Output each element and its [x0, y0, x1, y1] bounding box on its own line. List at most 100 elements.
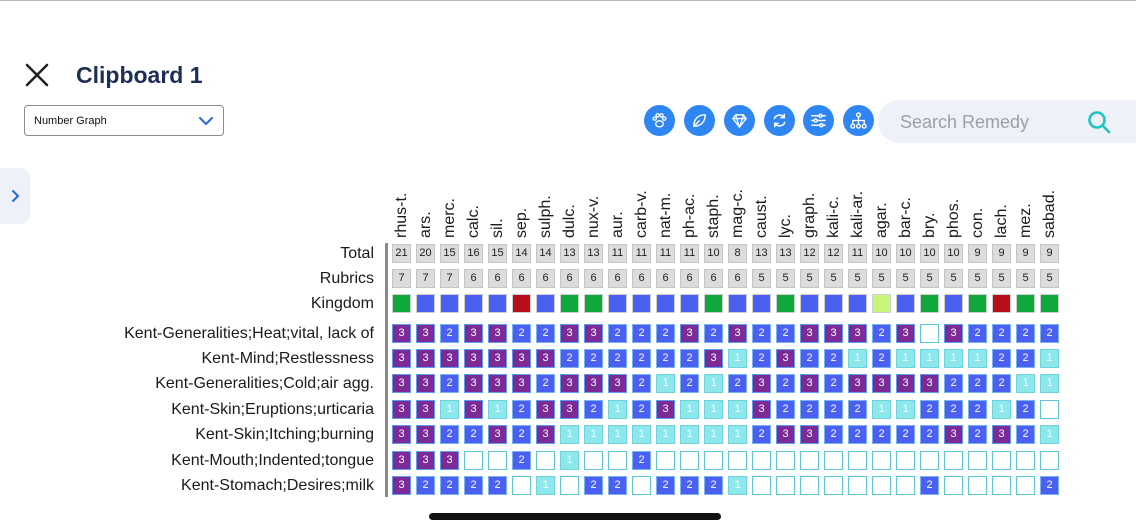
grade-cell[interactable]: 2 — [440, 425, 459, 444]
remedy-column-header[interactable]: staph. — [704, 180, 726, 238]
remedy-column-header[interactable]: sil. — [488, 180, 510, 238]
grade-cell[interactable]: 3 — [680, 324, 699, 343]
grade-cell[interactable]: 3 — [536, 400, 555, 419]
grade-cell[interactable]: 3 — [464, 349, 483, 368]
grade-cell[interactable] — [608, 451, 627, 470]
grade-cell[interactable]: 1 — [560, 451, 579, 470]
grade-cell[interactable]: 3 — [392, 451, 411, 470]
grade-cell[interactable]: 2 — [704, 476, 723, 495]
remedy-column-header[interactable]: carb-v. — [632, 180, 654, 238]
grade-cell[interactable]: 3 — [848, 374, 867, 393]
grade-cell[interactable]: 2 — [776, 400, 795, 419]
grade-cell[interactable]: 3 — [920, 374, 939, 393]
grade-cell[interactable]: 1 — [656, 374, 675, 393]
grade-cell[interactable]: 2 — [1016, 324, 1035, 343]
grade-cell[interactable]: 2 — [608, 476, 627, 495]
grade-cell[interactable]: 3 — [392, 425, 411, 444]
grade-cell[interactable]: 2 — [944, 400, 963, 419]
grade-cell[interactable]: 2 — [1016, 400, 1035, 419]
grade-cell[interactable]: 3 — [464, 324, 483, 343]
remedy-column-header[interactable]: mez. — [1016, 180, 1038, 238]
grade-cell[interactable]: 1 — [968, 349, 987, 368]
grade-cell[interactable] — [488, 451, 507, 470]
grade-cell[interactable]: 2 — [608, 324, 627, 343]
grade-cell[interactable]: 2 — [800, 400, 819, 419]
grade-cell[interactable]: 1 — [704, 425, 723, 444]
grade-cell[interactable]: 3 — [848, 324, 867, 343]
grade-cell[interactable]: 3 — [896, 324, 915, 343]
grade-cell[interactable]: 2 — [656, 476, 675, 495]
grade-cell[interactable]: 1 — [1040, 374, 1059, 393]
grade-cell[interactable]: 2 — [512, 324, 531, 343]
remedy-column-header[interactable]: agar. — [872, 180, 894, 238]
grade-cell[interactable]: 2 — [680, 374, 699, 393]
remedy-column-header[interactable]: bry. — [920, 180, 942, 238]
grade-cell[interactable] — [752, 451, 771, 470]
remedy-column-header[interactable]: merc. — [440, 180, 462, 238]
grade-cell[interactable]: 2 — [584, 349, 603, 368]
graph-type-select[interactable]: Number Graph — [24, 105, 224, 136]
grade-cell[interactable]: 2 — [824, 374, 843, 393]
grade-cell[interactable]: 3 — [416, 374, 435, 393]
grade-cell[interactable] — [944, 476, 963, 495]
grade-cell[interactable]: 3 — [800, 425, 819, 444]
grade-cell[interactable]: 3 — [536, 425, 555, 444]
grade-cell[interactable]: 2 — [680, 476, 699, 495]
grade-cell[interactable]: 1 — [680, 425, 699, 444]
grade-cell[interactable] — [848, 476, 867, 495]
grade-cell[interactable]: 1 — [488, 400, 507, 419]
search-input[interactable] — [900, 110, 1080, 134]
grade-cell[interactable]: 1 — [728, 400, 747, 419]
grade-cell[interactable]: 2 — [632, 451, 651, 470]
remedy-column-header[interactable]: mag-c. — [728, 180, 750, 238]
remedy-column-header[interactable]: lyc. — [776, 180, 798, 238]
grade-cell[interactable]: 2 — [416, 476, 435, 495]
search-icon[interactable] — [1086, 109, 1112, 135]
grade-cell[interactable]: 2 — [608, 349, 627, 368]
grade-cell[interactable]: 3 — [392, 400, 411, 419]
remedy-column-header[interactable]: graph. — [800, 180, 822, 238]
grade-cell[interactable] — [896, 476, 915, 495]
grade-cell[interactable] — [752, 476, 771, 495]
grade-cell[interactable]: 2 — [464, 476, 483, 495]
grade-cell[interactable]: 3 — [464, 374, 483, 393]
grade-cell[interactable]: 2 — [920, 400, 939, 419]
grade-cell[interactable]: 3 — [944, 425, 963, 444]
grade-cell[interactable]: 3 — [776, 425, 795, 444]
grade-cell[interactable]: 3 — [704, 349, 723, 368]
grade-cell[interactable]: 3 — [800, 374, 819, 393]
grade-cell[interactable]: 3 — [512, 349, 531, 368]
grade-cell[interactable]: 2 — [944, 374, 963, 393]
rubric-label[interactable]: Kent-Mind;Restlessness — [201, 350, 374, 367]
settings-button[interactable] — [803, 105, 834, 136]
remedy-column-header[interactable]: con. — [968, 180, 990, 238]
hierarchy-button[interactable] — [843, 105, 874, 136]
grade-cell[interactable] — [680, 451, 699, 470]
grade-cell[interactable]: 3 — [488, 349, 507, 368]
leaf-filter-button[interactable] — [684, 105, 715, 136]
grade-cell[interactable] — [968, 451, 987, 470]
grade-cell[interactable] — [704, 451, 723, 470]
grade-cell[interactable]: 1 — [872, 400, 891, 419]
paw-filter-button[interactable] — [644, 105, 675, 136]
grade-cell[interactable]: 3 — [872, 374, 891, 393]
grade-cell[interactable]: 2 — [920, 425, 939, 444]
grade-cell[interactable] — [1016, 476, 1035, 495]
grade-cell[interactable]: 3 — [584, 324, 603, 343]
grade-cell[interactable]: 3 — [440, 349, 459, 368]
grade-cell[interactable]: 2 — [824, 425, 843, 444]
grade-cell[interactable] — [512, 476, 531, 495]
grade-cell[interactable] — [776, 451, 795, 470]
grade-cell[interactable]: 3 — [512, 374, 531, 393]
remedy-column-header[interactable]: sulph. — [536, 180, 558, 238]
grade-cell[interactable] — [968, 476, 987, 495]
close-button[interactable] — [22, 60, 52, 90]
grade-cell[interactable]: 3 — [584, 374, 603, 393]
grade-cell[interactable]: 3 — [776, 349, 795, 368]
grade-cell[interactable] — [896, 451, 915, 470]
remedy-column-header[interactable]: phos. — [944, 180, 966, 238]
grade-cell[interactable]: 2 — [776, 374, 795, 393]
grade-cell[interactable] — [944, 451, 963, 470]
grade-cell[interactable]: 3 — [560, 374, 579, 393]
grade-cell[interactable]: 2 — [968, 425, 987, 444]
